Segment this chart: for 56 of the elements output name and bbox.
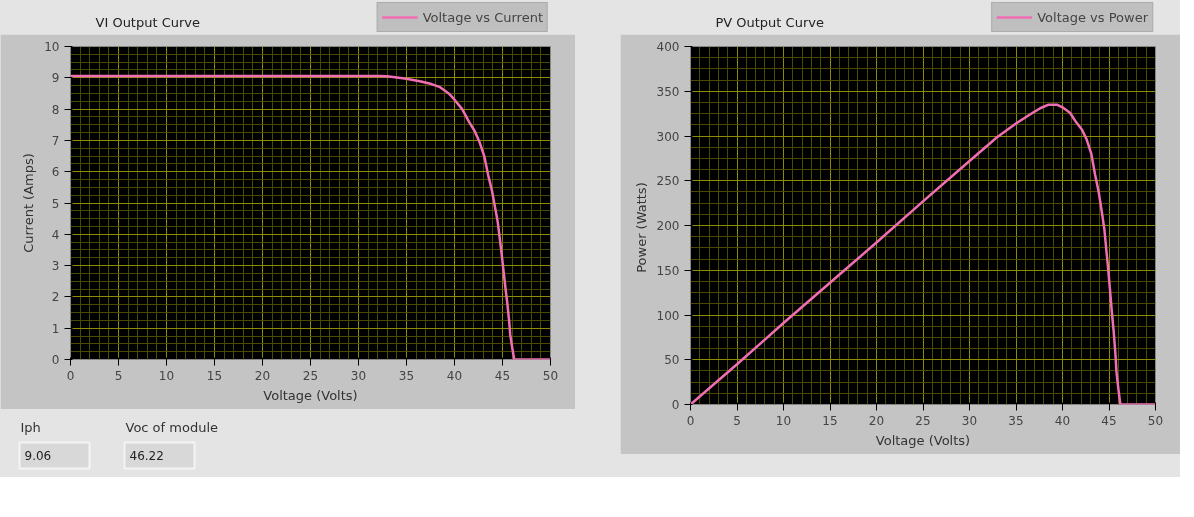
text: Voc of module	[125, 420, 218, 435]
y-axis-title: Current (Amps)	[21, 153, 37, 253]
y-tick-label: 4	[51, 227, 60, 242]
y-tick-label: 6	[51, 165, 60, 180]
y-tick-label: 200	[656, 219, 680, 233]
legend-label: Voltage vs Power	[1037, 9, 1148, 25]
x-tick-label: 15	[206, 368, 223, 383]
x-tick-label: 5	[733, 413, 741, 428]
y-tick-label: 0	[51, 353, 60, 367]
x-tick-label: 25	[302, 368, 319, 383]
y-tick-label: 350	[656, 84, 680, 99]
x-tick-label: 30	[961, 413, 978, 428]
y-tick-label: 2	[51, 290, 60, 305]
x-tick-label: 15	[822, 413, 838, 428]
y-tick-label: 8	[51, 102, 60, 117]
x-tick-label: 10	[158, 368, 175, 383]
y-tick-label: 9	[51, 71, 60, 86]
y-tick-label: 250	[656, 174, 680, 189]
x-tick-label: 5	[114, 368, 123, 383]
x-tick-label: 20	[868, 413, 885, 428]
x-tick-label: 35	[1008, 413, 1024, 428]
x-tick-label: 0	[686, 413, 695, 428]
x-axis-title: Voltage (Volts)	[263, 387, 358, 403]
x-tick-label: 40	[1054, 413, 1071, 428]
legend-label: Voltage vs Current	[422, 9, 543, 25]
y-axis-title: Power (Watts)	[633, 182, 649, 273]
x-tick-label: 0	[66, 368, 75, 383]
text: 9.06	[24, 449, 52, 463]
y-tick-label: 300	[656, 129, 680, 144]
y-tick-label: 50	[664, 353, 680, 368]
y-tick-label: 150	[656, 263, 680, 278]
y-tick-label: 1	[51, 321, 60, 336]
x-tick-label: 20	[254, 368, 271, 383]
x-tick-label: 40	[446, 368, 463, 383]
x-tick-label: 50	[1147, 413, 1164, 428]
x-tick-label: 50	[542, 368, 559, 383]
x-tick-label: 35	[398, 368, 415, 383]
text: Iph	[20, 420, 41, 435]
y-tick-label: 400	[656, 40, 680, 54]
x-tick-label: 25	[915, 413, 931, 428]
text: 46.22	[129, 449, 164, 463]
line-series	[70, 74, 551, 360]
x-axis-title: Voltage (Volts)	[875, 432, 971, 448]
line-series	[690, 103, 1156, 405]
y-tick-label: 10	[44, 40, 60, 54]
y-tick-label: 0	[671, 398, 680, 412]
chart-title: PV Output Curve	[715, 15, 824, 30]
y-tick-label: 100	[656, 308, 680, 323]
y-tick-label: 5	[51, 196, 60, 211]
x-tick-label: 30	[350, 368, 367, 383]
y-tick-label: 7	[51, 133, 60, 148]
chart-title: VI Output Curve	[95, 15, 201, 30]
x-tick-label: 45	[1101, 413, 1117, 428]
y-tick-label: 3	[51, 259, 60, 274]
x-tick-label: 45	[494, 368, 511, 383]
x-tick-label: 10	[775, 413, 792, 428]
